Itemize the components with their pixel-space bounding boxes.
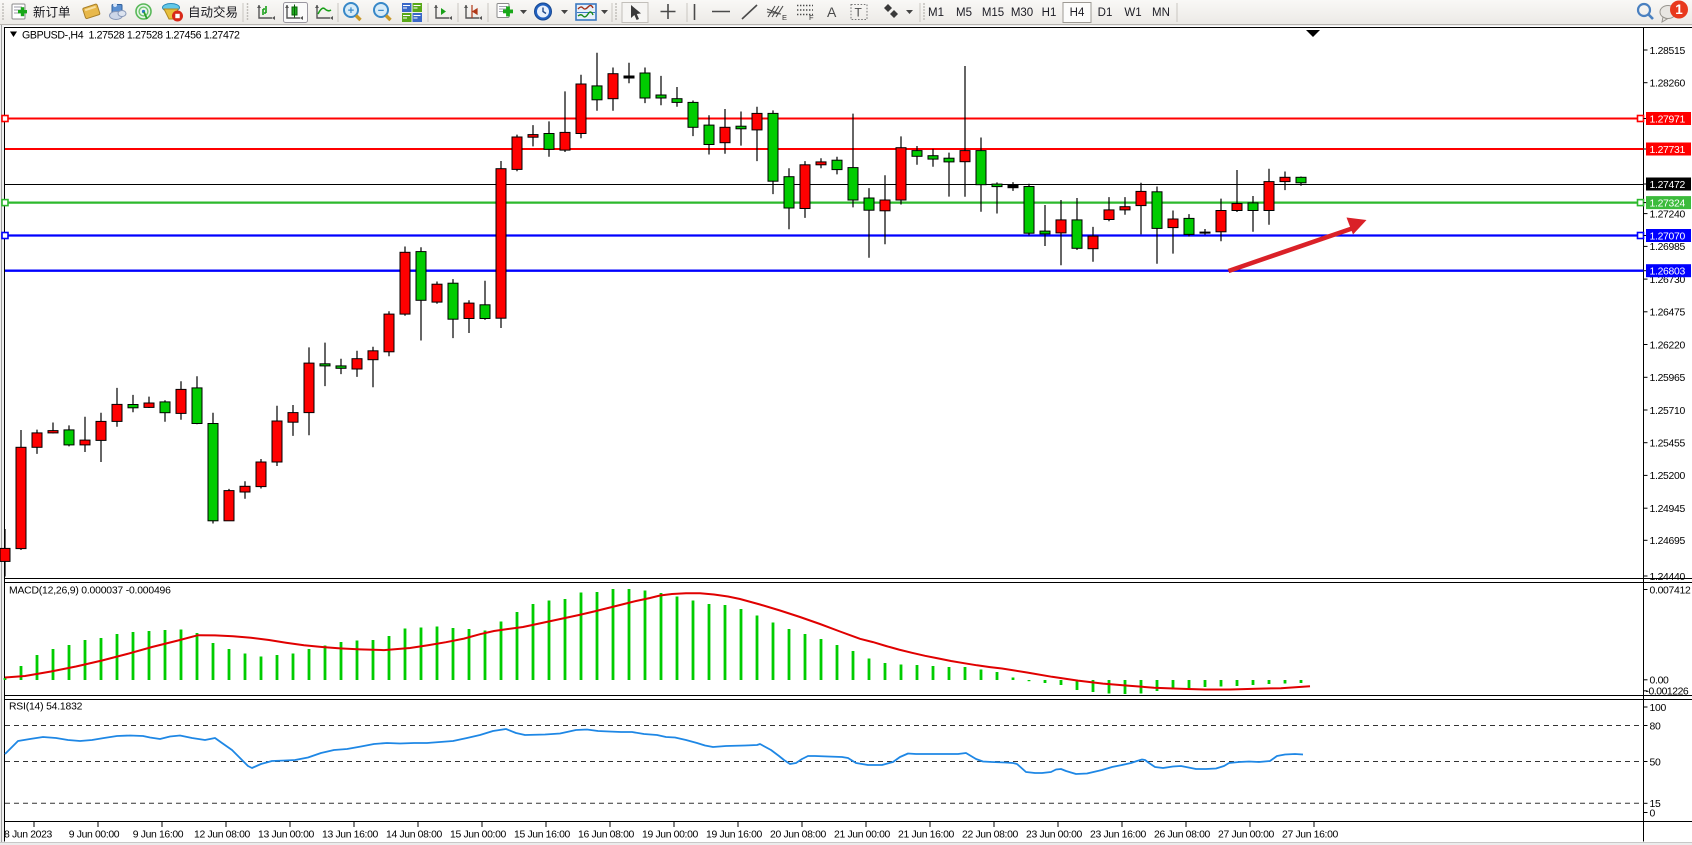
svg-text:1.26803: 1.26803 (1650, 267, 1686, 278)
svg-text:100: 100 (1650, 703, 1667, 714)
svg-text:19 Jun 00:00: 19 Jun 00:00 (642, 830, 698, 841)
svg-text:9 Jun 16:00: 9 Jun 16:00 (133, 830, 184, 841)
svg-text:9 Jun 00:00: 9 Jun 00:00 (69, 830, 120, 841)
svg-text:1.24945: 1.24945 (1650, 504, 1686, 515)
svg-text:M1: M1 (928, 7, 944, 19)
svg-text:1: 1 (1675, 2, 1683, 17)
svg-text:−: − (378, 5, 384, 17)
svg-text:M30: M30 (1011, 7, 1033, 19)
svg-text:1.27971: 1.27971 (1650, 114, 1686, 125)
svg-text:M5: M5 (956, 7, 972, 19)
svg-text:27 Jun 00:00: 27 Jun 00:00 (1218, 830, 1274, 841)
svg-text:W1: W1 (1124, 7, 1141, 19)
svg-text:+: + (348, 5, 354, 17)
svg-text:15 Jun 16:00: 15 Jun 16:00 (514, 830, 570, 841)
svg-text:1.27070: 1.27070 (1650, 231, 1686, 242)
svg-text:1.25710: 1.25710 (1650, 406, 1686, 417)
svg-text:1.26475: 1.26475 (1650, 308, 1686, 319)
svg-text:26 Jun 08:00: 26 Jun 08:00 (1154, 830, 1210, 841)
svg-text:H1: H1 (1042, 7, 1057, 19)
svg-text:13 Jun 00:00: 13 Jun 00:00 (258, 830, 314, 841)
svg-text:1.25455: 1.25455 (1650, 439, 1686, 450)
svg-text:1.26220: 1.26220 (1650, 340, 1686, 351)
svg-text:14 Jun 08:00: 14 Jun 08:00 (386, 830, 442, 841)
svg-text:1.27472: 1.27472 (1650, 180, 1686, 191)
svg-text:15: 15 (1650, 799, 1661, 810)
svg-text:MACD(12,26,9) 0.000037 -0.0004: MACD(12,26,9) 0.000037 -0.000496 (9, 586, 171, 597)
svg-text:F: F (809, 13, 814, 22)
svg-text:27 Jun 16:00: 27 Jun 16:00 (1282, 830, 1338, 841)
svg-text:23 Jun 16:00: 23 Jun 16:00 (1090, 830, 1146, 841)
svg-text:13 Jun 16:00: 13 Jun 16:00 (322, 830, 378, 841)
svg-text:T: T (855, 6, 863, 20)
svg-text:-0.001226: -0.001226 (1646, 687, 1689, 698)
svg-text:0.007412: 0.007412 (1650, 585, 1691, 596)
svg-text:8 Jun 2023: 8 Jun 2023 (4, 830, 52, 841)
svg-text:A: A (827, 4, 837, 20)
svg-text:1.24695: 1.24695 (1650, 536, 1686, 547)
svg-text:0.00: 0.00 (1650, 676, 1670, 687)
svg-text:21 Jun 00:00: 21 Jun 00:00 (834, 830, 890, 841)
svg-text:1.28515: 1.28515 (1650, 46, 1686, 57)
svg-text:12 Jun 08:00: 12 Jun 08:00 (194, 830, 250, 841)
svg-text:1.25965: 1.25965 (1650, 373, 1686, 384)
svg-text:0: 0 (1650, 808, 1656, 819)
svg-text:19 Jun 16:00: 19 Jun 16:00 (706, 830, 762, 841)
svg-text:1.28260: 1.28260 (1650, 79, 1686, 90)
svg-text:80: 80 (1650, 721, 1661, 732)
svg-text:15 Jun 00:00: 15 Jun 00:00 (450, 830, 506, 841)
svg-text:自动交易: 自动交易 (188, 5, 238, 20)
svg-text:新订单: 新订单 (33, 5, 71, 20)
svg-text:22 Jun 08:00: 22 Jun 08:00 (962, 830, 1018, 841)
svg-text:16 Jun 08:00: 16 Jun 08:00 (578, 830, 634, 841)
svg-text:1.26730: 1.26730 (1650, 275, 1686, 286)
svg-text:GBPUSD-,H4 1.27528 1.27528 1.: GBPUSD-,H4 1.27528 1.27528 1.27456 1.274… (22, 30, 240, 42)
svg-text:21 Jun 16:00: 21 Jun 16:00 (898, 830, 954, 841)
svg-text:50: 50 (1650, 757, 1661, 768)
svg-text:1.27324: 1.27324 (1650, 198, 1686, 209)
svg-text:MN: MN (1152, 7, 1170, 19)
svg-text:23 Jun 00:00: 23 Jun 00:00 (1026, 830, 1082, 841)
svg-text:M15: M15 (982, 7, 1004, 19)
svg-text:H4: H4 (1070, 7, 1085, 19)
svg-text:1.25200: 1.25200 (1650, 471, 1686, 482)
svg-text:1.27240: 1.27240 (1650, 209, 1686, 220)
svg-text:1.24440: 1.24440 (1650, 572, 1686, 583)
svg-text:E: E (782, 13, 787, 22)
svg-text:1.26985: 1.26985 (1650, 242, 1686, 253)
svg-text:D1: D1 (1098, 7, 1113, 19)
svg-text:RSI(14) 54.1832: RSI(14) 54.1832 (9, 702, 83, 713)
svg-text:20 Jun 08:00: 20 Jun 08:00 (770, 830, 826, 841)
svg-text:1.27731: 1.27731 (1650, 145, 1686, 156)
